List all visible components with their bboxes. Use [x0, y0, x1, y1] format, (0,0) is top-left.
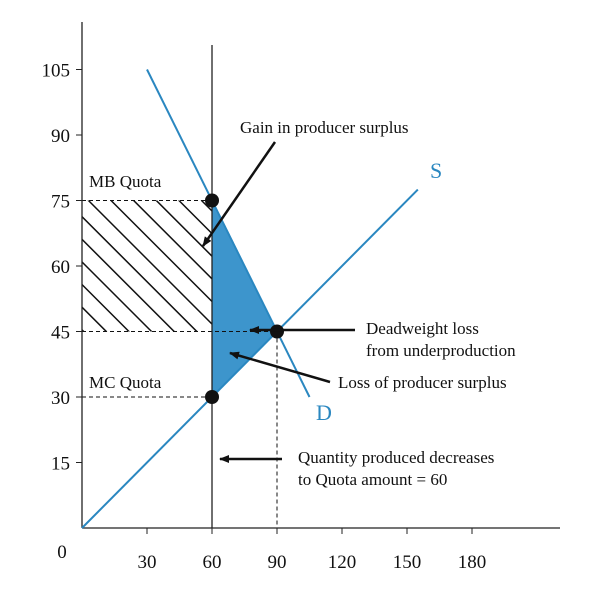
- y-tick-label: 75: [51, 191, 70, 212]
- quantity-decrease-label-line2: to Quota amount = 60: [298, 470, 447, 489]
- demand-label: D: [316, 400, 332, 425]
- mb-quota-label: MB Quota: [89, 172, 162, 191]
- gain-in-producer-surplus-region: [82, 200, 212, 331]
- y-axis-ticks: 15 30 45 60 75 90 105: [42, 60, 83, 474]
- deadweight-loss-region: [212, 200, 277, 397]
- x-tick-label: 30: [138, 552, 157, 573]
- y-tick-label: 105: [42, 60, 71, 81]
- mc-quota-point: [205, 390, 219, 404]
- deadweight-loss-label-line2: from underproduction: [366, 341, 516, 360]
- x-tick-label: 60: [203, 552, 222, 573]
- x-tick-label: 120: [328, 552, 357, 573]
- gain-in-producer-surplus-label: Gain in producer surplus: [240, 118, 409, 137]
- y-tick-label: 60: [51, 257, 70, 278]
- mb-quota-point: [205, 193, 219, 207]
- deadweight-loss-label-line1: Deadweight loss: [366, 319, 479, 338]
- y-tick-label: 90: [51, 126, 70, 147]
- x-tick-label: 180: [458, 552, 487, 573]
- y-tick-label: 45: [51, 322, 70, 343]
- loss-annotation-arrow: [230, 353, 330, 382]
- x-tick-label: 90: [268, 552, 287, 573]
- quantity-decrease-label-line1: Quantity produced decreases: [298, 448, 494, 467]
- loss-of-producer-surplus-label: Loss of producer surplus: [338, 373, 507, 392]
- y-tick-label: 15: [51, 453, 70, 474]
- x-axis-ticks: 30 60 90 120 150 180: [138, 528, 487, 573]
- origin-label: 0: [57, 542, 67, 563]
- y-tick-label: 30: [51, 388, 70, 409]
- supply-label: S: [430, 158, 442, 183]
- equilibrium-point: [270, 324, 284, 338]
- x-tick-label: 150: [393, 552, 422, 573]
- mc-quota-label: MC Quota: [89, 373, 162, 392]
